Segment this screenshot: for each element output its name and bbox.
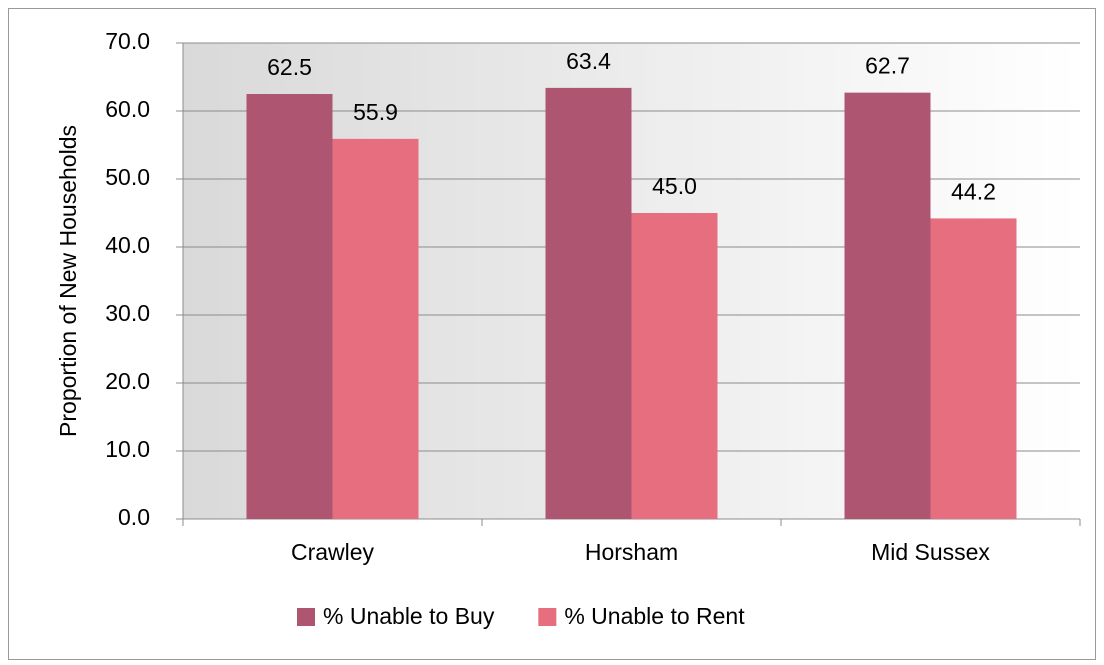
value-label: 62.5	[267, 54, 312, 80]
y-axis-label: Proportion of New Households	[55, 125, 81, 437]
legend-swatch	[538, 608, 557, 626]
value-label: 45.0	[652, 173, 697, 199]
y-tick-label: 60.0	[105, 96, 150, 122]
x-tick-label: Horsham	[585, 539, 678, 565]
legend-swatch	[297, 608, 315, 626]
value-label: 62.7	[865, 53, 910, 79]
y-tick-label: 70.0	[105, 28, 150, 54]
bar	[332, 138, 419, 519]
x-tick-label: Crawley	[291, 539, 375, 565]
y-tick-label: 30.0	[105, 300, 150, 326]
y-tick-label: 20.0	[105, 368, 150, 394]
y-tick-label: 0.0	[118, 504, 150, 530]
y-tick-label: 10.0	[105, 436, 150, 462]
value-label: 44.2	[951, 179, 996, 205]
legend-label: % Unable to Rent	[564, 603, 745, 629]
y-tick-label: 40.0	[105, 232, 150, 258]
bar	[844, 92, 931, 519]
value-label: 63.4	[566, 48, 611, 74]
x-tick-label: Mid Sussex	[871, 539, 990, 565]
y-tick-label: 50.0	[105, 164, 150, 190]
legend-label: % Unable to Buy	[323, 603, 495, 629]
bar	[930, 218, 1017, 519]
bar	[246, 94, 333, 519]
value-label: 55.9	[353, 99, 398, 125]
bar	[631, 213, 718, 519]
bar	[545, 87, 632, 519]
